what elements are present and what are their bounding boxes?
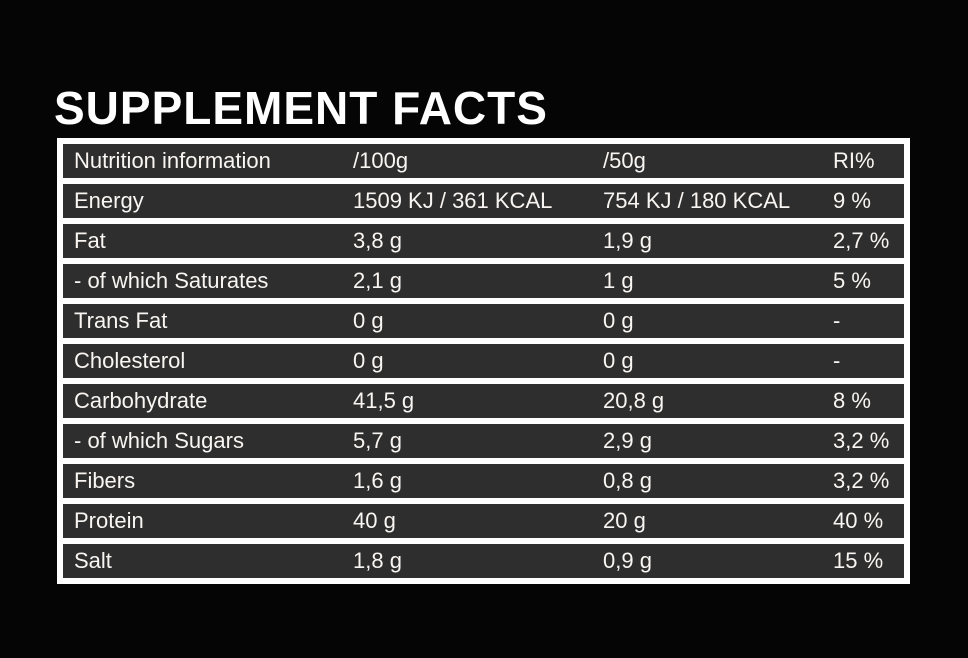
value-ri-percent: 40 % <box>833 508 884 533</box>
value-per-100g: 5,7 g <box>353 428 402 453</box>
value-per-100g: 1,6 g <box>353 468 402 493</box>
value-ri-percent: 3,2 % <box>833 468 890 493</box>
table-row-salt: Salt 1,8 g 0,9 g 15 % <box>63 544 904 578</box>
nutrition-facts-table: Nutrition information /100g /50g RI% Ene… <box>57 138 910 584</box>
value-per-100g: 41,5 g <box>353 388 415 413</box>
value-per-50g: 20 g <box>603 508 646 533</box>
value-ri-percent: - <box>833 308 841 333</box>
value-per-100g: 1509 KJ / 361 KCAL <box>353 188 553 213</box>
table-row-cholesterol: Cholesterol 0 g 0 g - <box>63 344 904 378</box>
nutrient-name: Energy <box>74 188 144 213</box>
value-ri-percent: 3,2 % <box>833 428 890 453</box>
nutrient-name: Fibers <box>74 468 136 493</box>
nutrient-name: - of which Sugars <box>74 428 244 453</box>
value-ri-percent: 15 % <box>833 548 884 573</box>
page-title: SUPPLEMENT FACTS <box>54 81 548 134</box>
value-per-50g: 2,9 g <box>603 428 652 453</box>
nutrient-name: Carbohydrate <box>74 388 208 413</box>
table-row-protein: Protein 40 g 20 g 40 % <box>63 504 904 538</box>
value-per-50g: 754 KJ / 180 KCAL <box>603 188 791 213</box>
nutrient-name: Fat <box>74 228 106 253</box>
value-per-50g: 0 g <box>603 308 634 333</box>
table-header-row: Nutrition information /100g /50g RI% <box>63 144 904 178</box>
table-row-sugars: - of which Sugars 5,7 g 2,9 g 3,2 % <box>63 424 904 458</box>
table-row-fibers: Fibers 1,6 g 0,8 g 3,2 % <box>63 464 904 498</box>
header-nutrition-information: Nutrition information <box>74 148 271 173</box>
value-per-100g: 40 g <box>353 508 396 533</box>
value-per-50g: 0,9 g <box>603 548 652 573</box>
header-per-100g: /100g <box>353 148 409 173</box>
header-per-50g: /50g <box>603 148 646 173</box>
header-ri-percent: RI% <box>833 148 875 173</box>
value-per-50g: 0,8 g <box>603 468 652 493</box>
nutrient-name: - of which Saturates <box>74 268 269 293</box>
table-row-saturates: - of which Saturates 2,1 g 1 g 5 % <box>63 264 904 298</box>
table-row-trans-fat: Trans Fat 0 g 0 g - <box>63 304 904 338</box>
nutrient-name: Cholesterol <box>74 348 186 373</box>
table-row-carbohydrate: Carbohydrate 41,5 g 20,8 g 8 % <box>63 384 904 418</box>
table-row-energy: Energy 1509 KJ / 361 KCAL 754 KJ / 180 K… <box>63 184 904 218</box>
value-per-100g: 1,8 g <box>353 548 402 573</box>
value-ri-percent: - <box>833 348 841 373</box>
value-ri-percent: 8 % <box>833 388 871 413</box>
table-row-fat: Fat 3,8 g 1,9 g 2,7 % <box>63 224 904 258</box>
nutrient-name: Salt <box>74 548 112 573</box>
value-per-50g: 1,9 g <box>603 228 652 253</box>
value-per-100g: 2,1 g <box>353 268 402 293</box>
value-ri-percent: 2,7 % <box>833 228 890 253</box>
value-per-50g: 1 g <box>603 268 634 293</box>
value-per-50g: 20,8 g <box>603 388 665 413</box>
value-ri-percent: 9 % <box>833 188 871 213</box>
value-per-100g: 0 g <box>353 308 384 333</box>
value-per-100g: 0 g <box>353 348 384 373</box>
value-per-100g: 3,8 g <box>353 228 402 253</box>
nutrient-name: Trans Fat <box>74 308 168 333</box>
value-ri-percent: 5 % <box>833 268 871 293</box>
value-per-50g: 0 g <box>603 348 634 373</box>
nutrient-name: Protein <box>74 508 144 533</box>
